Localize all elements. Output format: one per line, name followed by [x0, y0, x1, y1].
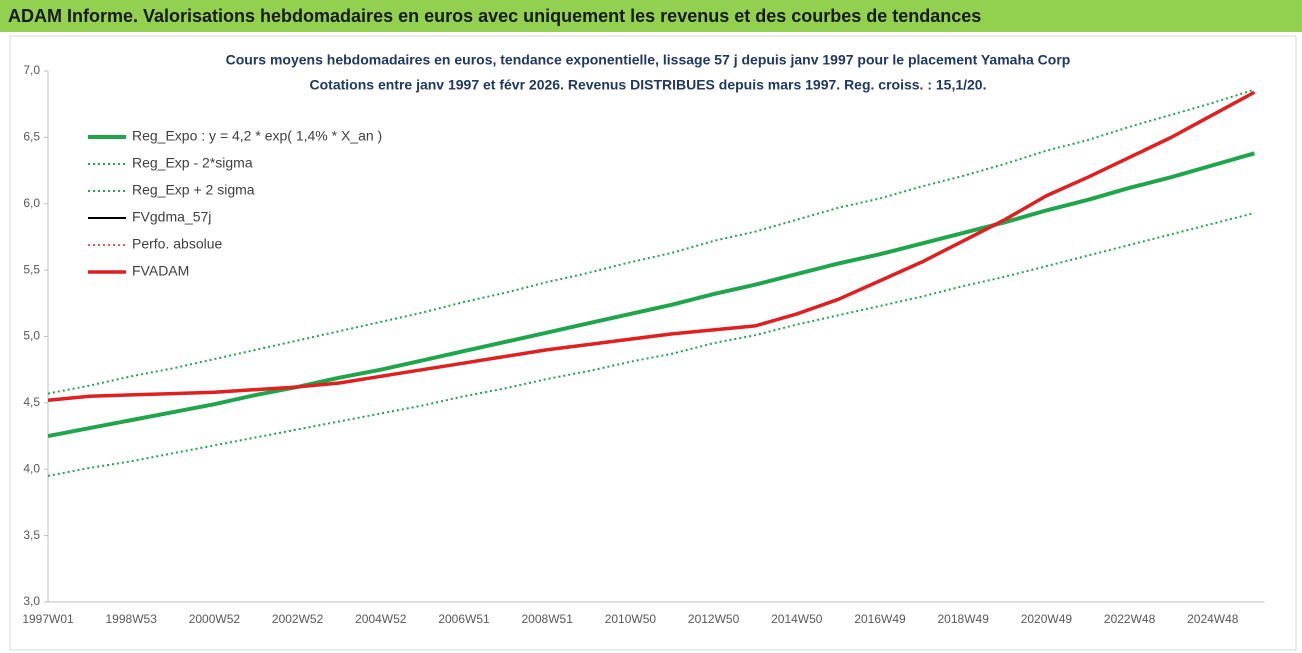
y-tick-label: 6,5 [23, 130, 40, 144]
legend-label: FVgdma_57j [132, 209, 211, 225]
y-tick-label: 5,0 [23, 329, 40, 343]
x-tick-label: 2000W52 [189, 612, 241, 626]
x-tick-label: 2012W50 [688, 612, 740, 626]
chart-title: Cours moyens hebdomadaires en euros, ten… [226, 52, 1071, 68]
x-tick-label: 2006W51 [438, 612, 490, 626]
y-tick-label: 5,5 [23, 262, 40, 276]
series-line [47, 88, 1255, 395]
y-tick-label: 4,5 [23, 395, 40, 409]
x-tick-label: 1998W53 [106, 612, 158, 626]
series-line [47, 212, 1255, 477]
x-tick-label: 2014W50 [771, 612, 823, 626]
chart-subtitle: Cotations entre janv 1997 et févr 2026. … [310, 77, 987, 93]
legend-label: Reg_Exp - 2*sigma [132, 155, 253, 171]
legend-label: Perfo. absolue [132, 236, 222, 252]
x-tick-label: 1997W01 [22, 612, 74, 626]
x-tick-label: 2016W49 [854, 612, 906, 626]
x-tick-label: 2010W50 [605, 612, 657, 626]
y-tick-label: 3,5 [23, 528, 40, 542]
y-tick-label: 3,0 [23, 594, 40, 608]
x-tick-label: 2008W51 [522, 612, 574, 626]
series-line [47, 90, 1256, 402]
y-tick-label: 7,0 [23, 63, 40, 77]
series-line [47, 151, 1255, 439]
y-tick-label: 4,0 [23, 461, 40, 475]
legend-label: FVADAM [132, 263, 189, 279]
y-tick-label: 6,0 [23, 196, 40, 210]
legend-label: Reg_Exp + 2 sigma [132, 182, 255, 198]
x-tick-label: 2002W52 [272, 612, 324, 626]
x-tick-label: 2004W52 [355, 612, 407, 626]
x-tick-label: 2018W49 [938, 612, 990, 626]
legend-label: Reg_Expo : y = 4,2 * exp( 1,4% * X_an ) [132, 128, 382, 144]
x-tick-label: 2024W48 [1187, 612, 1239, 626]
x-tick-label: 2020W49 [1021, 612, 1073, 626]
chart-border [9, 35, 1297, 651]
x-tick-label: 2022W48 [1104, 612, 1156, 626]
header-title: ADAM Informe. Valorisations hebdomadaire… [0, 0, 1302, 32]
chart: Cours moyens hebdomadaires en euros, ten… [9, 35, 1297, 651]
